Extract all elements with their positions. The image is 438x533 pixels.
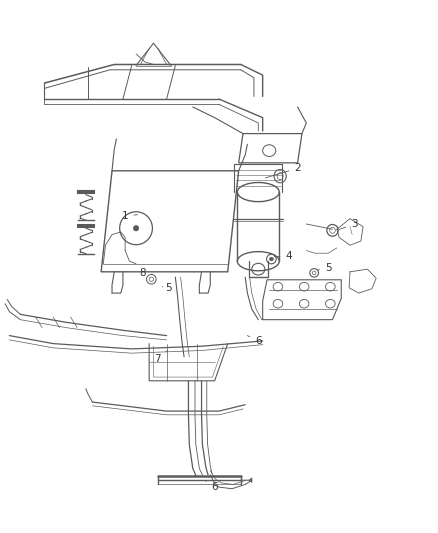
Text: 6: 6 (206, 481, 218, 492)
Text: 8: 8 (139, 268, 152, 278)
Ellipse shape (134, 225, 139, 231)
Text: 1: 1 (122, 211, 138, 221)
Ellipse shape (269, 257, 273, 261)
Text: 6: 6 (247, 336, 261, 346)
Text: 2: 2 (265, 163, 301, 178)
Text: 5: 5 (318, 263, 332, 272)
Text: 7: 7 (155, 351, 167, 364)
Text: 5: 5 (162, 283, 172, 293)
Text: 4: 4 (274, 251, 292, 261)
Text: 3: 3 (339, 219, 358, 229)
